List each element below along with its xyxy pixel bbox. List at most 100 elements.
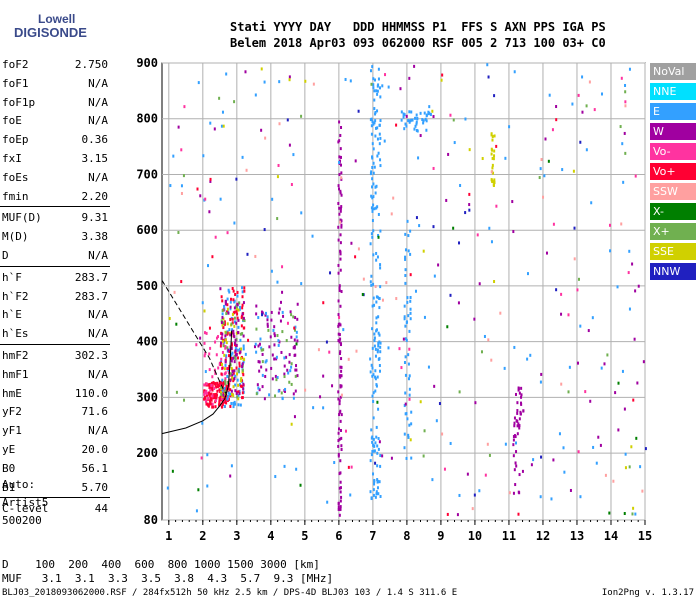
echo-point <box>223 367 226 371</box>
echo-point <box>234 292 237 296</box>
param-row: foEs N/A <box>2 171 108 185</box>
echo-point <box>270 310 273 314</box>
echo-point <box>173 290 176 294</box>
echo-point <box>208 326 211 330</box>
echo-point <box>233 299 236 303</box>
echo-point <box>369 69 372 73</box>
echo-point <box>197 81 200 85</box>
echo-point <box>403 317 406 321</box>
echo-point <box>599 443 602 447</box>
echo-point <box>294 325 297 329</box>
echo-point <box>372 437 375 441</box>
echo-point <box>207 383 210 387</box>
echo-point <box>339 257 342 261</box>
echo-point <box>628 67 631 71</box>
echo-point <box>236 303 239 307</box>
echo-point <box>608 223 611 227</box>
echo-point <box>369 370 372 374</box>
echo-point <box>312 82 315 86</box>
echo-point <box>410 422 413 426</box>
echo-point <box>491 138 494 142</box>
echo-point <box>340 495 343 499</box>
echo-point <box>274 394 277 398</box>
echo-point <box>512 491 515 495</box>
echo-point <box>220 380 223 384</box>
echo-point <box>225 312 228 316</box>
echo-point <box>236 356 239 360</box>
echo-point <box>384 73 387 77</box>
echo-point <box>639 465 642 469</box>
echo-point <box>238 364 241 368</box>
echo-point <box>294 389 297 393</box>
echo-point <box>415 122 418 126</box>
echo-point <box>383 139 386 143</box>
echo-point <box>242 360 245 364</box>
echo-point <box>378 369 381 373</box>
param-name: foF1 <box>2 76 29 90</box>
echo-point <box>221 389 224 393</box>
echo-point <box>265 368 268 372</box>
x-tick-label: 14 <box>604 529 618 543</box>
echo-point <box>375 321 378 325</box>
echo-point <box>435 419 438 423</box>
echo-point <box>231 373 234 377</box>
echo-point <box>253 345 256 349</box>
echo-point <box>222 321 225 325</box>
echo-point <box>290 183 293 187</box>
echo-point <box>616 285 619 289</box>
echo-point <box>233 320 236 324</box>
echo-point <box>206 396 209 400</box>
echo-point <box>278 122 281 126</box>
echo-point <box>374 191 377 195</box>
param-name: yF2 <box>2 405 22 419</box>
echo-point <box>437 263 440 267</box>
echo-point <box>427 365 430 369</box>
echo-point <box>576 361 579 365</box>
echo-point <box>377 437 380 441</box>
echo-point <box>392 196 395 200</box>
echo-point <box>233 324 236 328</box>
echo-point <box>339 241 342 245</box>
y-tick-label: 300 <box>136 390 158 404</box>
echo-point <box>230 342 233 346</box>
echo-point <box>338 402 341 406</box>
echo-point <box>595 461 598 465</box>
echo-point <box>208 393 211 397</box>
echo-point <box>225 385 228 389</box>
echo-point <box>579 140 582 144</box>
echo-point <box>377 235 380 239</box>
echo-point <box>600 366 603 370</box>
echo-point <box>337 444 340 448</box>
echo-point <box>446 325 449 329</box>
echo-point <box>277 343 280 347</box>
echo-point <box>515 419 518 423</box>
echo-point <box>234 357 237 361</box>
echo-point <box>409 317 412 321</box>
echo-point <box>214 399 217 403</box>
echo-point <box>370 283 373 287</box>
param-value: N/A <box>88 424 108 438</box>
echo-point <box>166 486 169 490</box>
echo-point <box>230 366 233 370</box>
echo-point <box>642 360 645 364</box>
echo-point <box>261 352 264 356</box>
echo-point <box>372 282 375 286</box>
echo-point <box>376 479 379 483</box>
echo-point <box>337 324 340 328</box>
echo-point <box>545 251 548 255</box>
echo-point <box>238 307 241 311</box>
echo-point <box>584 390 587 394</box>
echo-point <box>242 334 245 338</box>
echo-point <box>232 356 235 360</box>
echo-point <box>221 316 224 320</box>
trace-dashed <box>161 280 228 395</box>
echo-point <box>263 397 266 401</box>
param-row: foF1p N/A <box>2 96 108 110</box>
echo-point <box>377 492 380 496</box>
echo-point <box>220 357 223 361</box>
echo-point <box>220 372 223 376</box>
echo-point <box>261 313 264 317</box>
echo-point <box>261 385 264 389</box>
param-value: N/A <box>88 308 108 322</box>
echo-point <box>627 271 630 275</box>
